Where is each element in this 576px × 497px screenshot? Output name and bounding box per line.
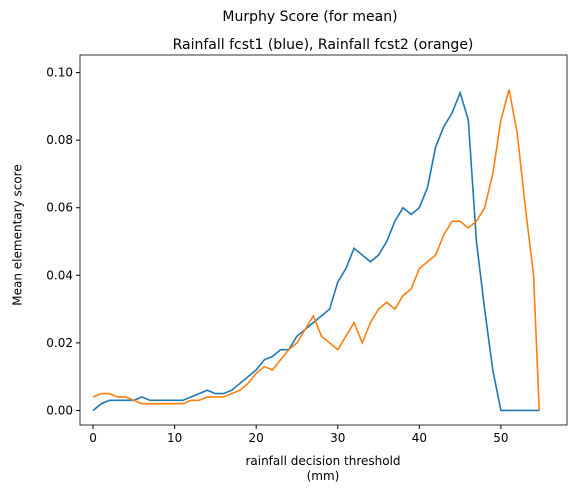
- y-tick-label: 0.06: [46, 201, 73, 215]
- x-axis-label: rainfall decision threshold (mm): [245, 454, 400, 483]
- y-tick-label: 0.10: [46, 66, 73, 80]
- plot-frame: [79, 54, 568, 426]
- y-tick-label: 0.02: [46, 336, 73, 350]
- y-axis-label: Mean elementary score: [11, 164, 25, 305]
- x-tick-label: 50: [493, 431, 508, 445]
- x-tick-label: 40: [412, 431, 427, 445]
- chart-title: Rainfall fcst1 (blue), Rainfall fcst2 (o…: [173, 37, 474, 53]
- x-tick-label: 10: [167, 431, 182, 445]
- y-tick-label: 0.00: [46, 403, 73, 417]
- series-line: [92, 90, 540, 412]
- suptitle: Murphy Score (for mean): [222, 9, 397, 25]
- x-tick-label: 20: [249, 431, 264, 445]
- y-tick-label: 0.08: [46, 133, 73, 147]
- y-tick-label: 0.04: [46, 268, 73, 282]
- x-tick-label: 0: [89, 431, 97, 445]
- series-line: [92, 89, 541, 411]
- x-tick-label: 30: [330, 431, 345, 445]
